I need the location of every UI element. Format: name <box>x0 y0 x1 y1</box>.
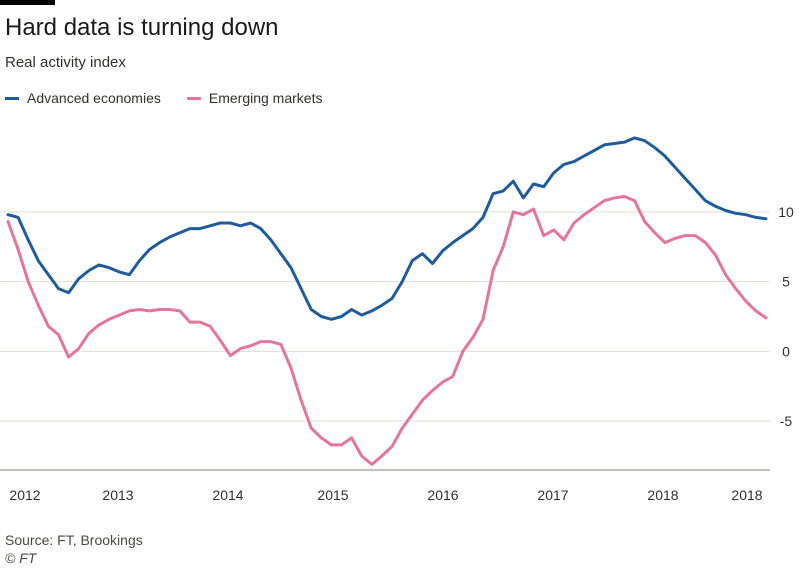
legend-item-advanced: Advanced economies <box>5 90 161 106</box>
x-tick-label: 2017 <box>537 487 568 503</box>
chart-title: Hard data is turning down <box>5 14 279 41</box>
x-tick-label: 2013 <box>102 487 133 503</box>
x-tick-label: 2015 <box>317 487 348 503</box>
chart-legend: Advanced economies Emerging markets <box>5 90 348 106</box>
legend-swatch-emerging <box>186 96 201 100</box>
y-tick-label: -5 <box>780 413 793 429</box>
x-tick-label: 2012 <box>9 487 40 503</box>
x-tick-label: 2016 <box>427 487 458 503</box>
legend-label-emerging: Emerging markets <box>208 90 323 106</box>
x-tick-label: 2018 <box>731 487 762 503</box>
legend-item-emerging: Emerging markets <box>186 90 323 106</box>
y-tick-label: 0 <box>782 343 790 359</box>
y-tick-label: 5 <box>782 274 790 290</box>
legend-swatch-advanced <box>5 96 19 100</box>
series-line-emerging-markets <box>6 195 768 466</box>
x-tick-label: 2018 <box>647 487 678 503</box>
y-tick-label: 10 <box>778 204 794 220</box>
brand-bar <box>0 0 55 5</box>
source-note: Source: FT, Brookings <box>5 532 143 548</box>
copyright-note: © FT <box>5 550 37 566</box>
line-chart: 10 5 0 -5 2012 2013 2014 2015 2016 2017 2018 2018 <box>0 136 794 503</box>
series-line-advanced-economies <box>6 136 768 321</box>
x-tick-label: 2014 <box>212 487 243 503</box>
legend-label-advanced: Advanced economies <box>27 90 161 106</box>
chart-subtitle: Real activity index <box>5 54 126 71</box>
